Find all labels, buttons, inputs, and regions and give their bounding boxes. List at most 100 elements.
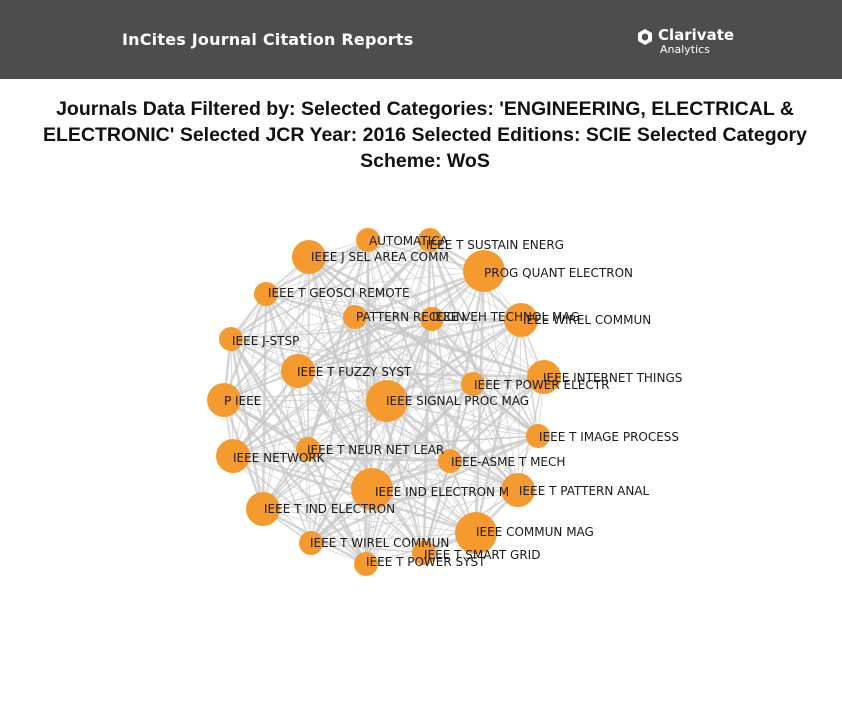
journal-node-label: IEEE-ASME T MECH — [451, 455, 565, 469]
network-edge — [230, 338, 477, 534]
journal-node[interactable] — [219, 327, 243, 351]
journal-node[interactable] — [461, 372, 485, 396]
journal-node-label: IEEE T IND ELECTRON — [264, 502, 395, 516]
journal-node[interactable] — [463, 250, 505, 292]
network-edge — [230, 338, 474, 385]
network-edge — [231, 370, 300, 457]
journal-node-label: IEEE T GEOSCI REMOTE — [268, 286, 410, 300]
journal-node[interactable] — [356, 228, 380, 252]
network-edge — [310, 400, 388, 544]
network-edge — [223, 399, 425, 554]
network-edge — [223, 399, 477, 534]
journal-node[interactable] — [412, 541, 436, 565]
journal-node-label: IEEE NETWORK — [233, 451, 326, 465]
network-edge — [297, 370, 474, 385]
network-nodes — [207, 228, 561, 576]
journal-node-label: IEEE T FUZZY SYST — [297, 365, 412, 379]
journal-node-label: IEEE T POWER ELECTR — [474, 378, 609, 392]
journal-node-label: IEEE T SUSTAIN ENERG — [426, 238, 564, 252]
network-edge — [472, 383, 519, 491]
network-edge — [310, 532, 477, 544]
network-edge — [232, 293, 267, 457]
network-edge — [431, 318, 539, 437]
journal-node[interactable] — [366, 380, 408, 422]
network-edge — [423, 435, 539, 554]
network-edge — [297, 370, 477, 534]
journal-node[interactable] — [418, 228, 442, 252]
network-edge — [448, 270, 486, 462]
network-edge — [265, 293, 522, 321]
journal-node[interactable] — [526, 424, 550, 448]
network-edge — [297, 318, 522, 373]
network-edge — [449, 376, 545, 462]
network-edge — [297, 239, 431, 372]
brand-name: Clarivate — [658, 26, 735, 44]
journal-node-label: IEEE IND ELECTRON M — [375, 485, 509, 499]
journal-node[interactable] — [343, 305, 367, 329]
network-edge — [296, 370, 426, 554]
journal-node-label: IEEE J-STSP — [232, 334, 299, 348]
journal-node[interactable] — [354, 552, 378, 576]
network-edge — [297, 239, 369, 372]
network-edge — [265, 293, 433, 320]
network-edge — [297, 269, 485, 373]
network-edge — [306, 448, 368, 565]
network-edge — [483, 270, 539, 437]
network-edge — [265, 293, 373, 490]
network-edge — [307, 448, 312, 544]
network-edge — [307, 448, 451, 462]
network-edge — [517, 319, 522, 491]
brand-subtitle: Analytics — [660, 43, 710, 56]
network-edge — [230, 318, 433, 340]
app-title: InCites Journal Citation Reports — [122, 30, 414, 49]
network-edge — [371, 488, 519, 491]
journal-node-label: IEEE T WIREL COMMUN — [310, 536, 449, 550]
journal-node-label: IEEE VEH TECHNOL MAG — [432, 310, 580, 324]
network-edge — [430, 318, 475, 385]
network-edge — [386, 399, 519, 492]
network-edge — [354, 269, 485, 319]
journal-node[interactable] — [216, 439, 250, 473]
journal-node[interactable] — [455, 512, 497, 554]
brand[interactable]: Clarivate Analytics — [636, 26, 756, 58]
network-edge — [422, 460, 452, 554]
journal-node[interactable] — [527, 360, 561, 394]
network-edge — [365, 460, 451, 565]
network-edge — [429, 239, 539, 437]
network-edge — [386, 400, 477, 534]
network-edge — [229, 338, 310, 450]
journal-node[interactable] — [246, 492, 280, 526]
clarivate-logo-icon — [638, 29, 652, 45]
journal-node-label: IEEE T IMAGE PROCESS — [539, 430, 679, 444]
journal-node-label: IEEE T POWER SYST — [366, 555, 486, 569]
network-edge — [261, 293, 268, 510]
journal-node-label: IEEE J SEL AREA COMM — [311, 250, 449, 264]
network-edge — [310, 542, 425, 554]
journal-node[interactable] — [438, 449, 462, 473]
network-edge — [431, 318, 519, 491]
journal-node-label: PROG QUANT ELECTRON — [484, 266, 633, 280]
journal-node[interactable] — [281, 354, 315, 388]
network-edge — [371, 376, 545, 490]
journal-node[interactable] — [296, 437, 320, 461]
journal-node[interactable] — [504, 303, 538, 337]
network-edge — [232, 318, 433, 457]
network-edge — [230, 319, 522, 340]
journal-node[interactable] — [207, 383, 241, 417]
journal-node[interactable] — [299, 531, 323, 555]
journal-node[interactable] — [292, 240, 326, 274]
journal-node-label: IEEE WIREL COMMUN — [523, 313, 651, 327]
network-edge — [308, 256, 485, 272]
journal-node[interactable] — [420, 307, 444, 331]
journal-node-label: P IEEE — [224, 394, 261, 408]
journal-node-label: AUTOMATICA — [369, 234, 449, 248]
network-edge — [386, 400, 539, 437]
network-edge — [262, 508, 477, 534]
journal-node[interactable] — [254, 282, 278, 306]
network-edge — [229, 338, 265, 510]
network-edge — [223, 270, 485, 401]
network-edge — [262, 400, 388, 510]
journal-node[interactable] — [501, 473, 535, 507]
journal-node[interactable] — [351, 468, 393, 510]
